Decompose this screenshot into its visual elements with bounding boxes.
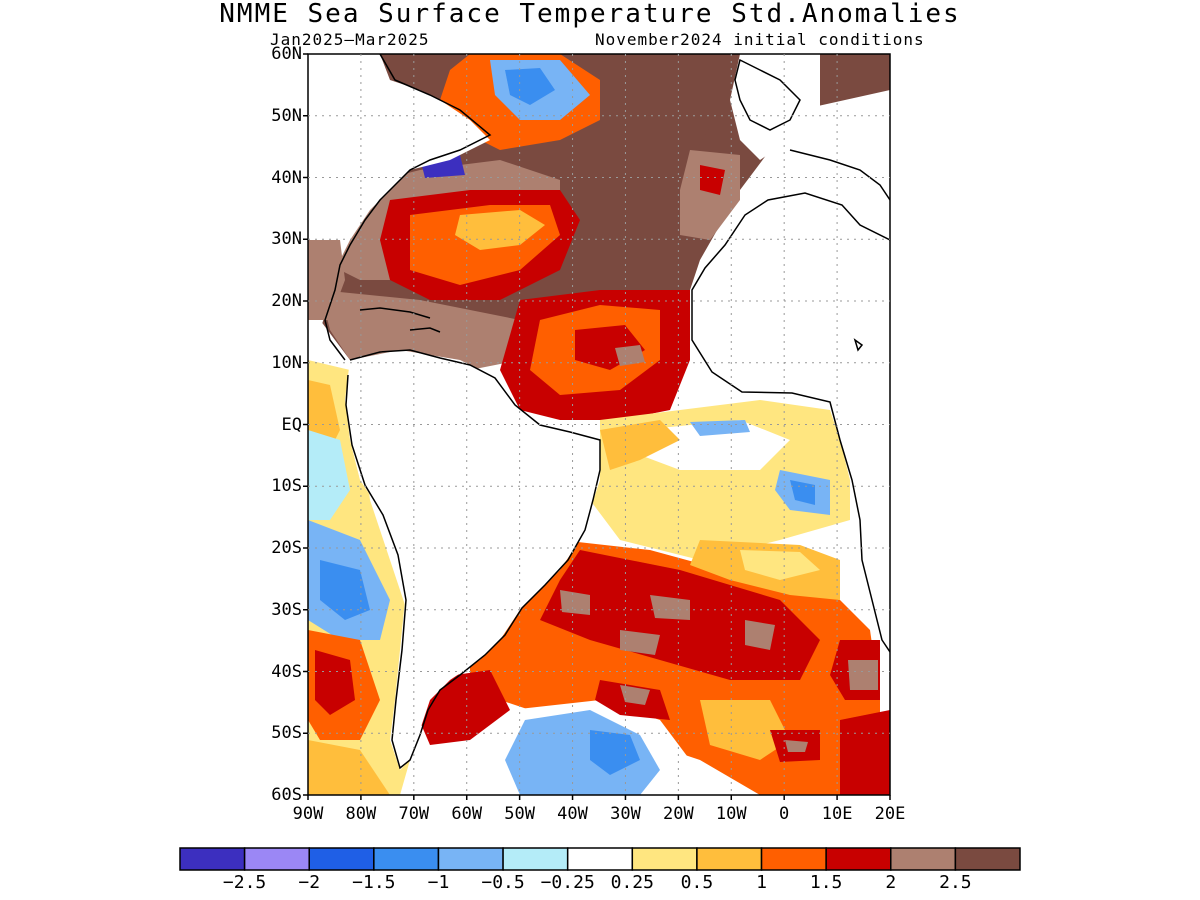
lon-label: 40W	[557, 804, 588, 824]
colorbar-label: 2	[885, 872, 897, 893]
colorbar-swatch	[566, 847, 634, 871]
colorbar-swatch	[696, 847, 763, 871]
colorbar-swatch	[437, 847, 504, 871]
anomaly-field	[308, 54, 890, 795]
map-frame	[303, 53, 891, 800]
lon-label: 20E	[874, 804, 906, 824]
caribbean-brown	[320, 290, 520, 370]
colorbar-label: 0.5	[680, 872, 714, 893]
colorbar-swatch	[308, 847, 375, 871]
colorbar-label: −1	[427, 872, 450, 893]
lat-label: 50N	[271, 105, 302, 126]
lon-label: 10E	[821, 804, 853, 824]
colorbar-swatch	[954, 847, 1021, 871]
map-title: NMME Sea Surface Temperature Std.Anomali…	[219, 0, 961, 29]
europe-africa-land	[690, 54, 890, 650]
lon-label: 10W	[715, 804, 747, 824]
colorbar-label: 2.5	[939, 872, 972, 893]
lat-label: 30N	[271, 229, 302, 250]
lon-label: 30W	[610, 804, 641, 824]
colorbar-label: −1.5	[352, 872, 396, 893]
lon-label: 70W	[398, 804, 430, 824]
lat-label: 20N	[271, 291, 302, 311]
colorbar-swatch	[243, 847, 310, 871]
lat-label: 30S	[271, 599, 302, 620]
lon-label: 90W	[292, 804, 324, 824]
south-america-land	[345, 350, 600, 770]
colorbar-swatch	[631, 847, 698, 871]
lat-label: 20S	[271, 538, 302, 558]
colorbar-swatch	[502, 847, 569, 871]
forecast-period: Jan2025–Mar2025	[270, 30, 430, 49]
colorbar-label: −2.5	[222, 872, 267, 893]
colorbar-swatch	[825, 847, 892, 871]
lat-label: 60S	[271, 785, 302, 805]
colorbar-label: −0.5	[481, 872, 525, 893]
colorbar-label: −0.25	[540, 872, 595, 893]
lon-label: 20W	[663, 804, 694, 824]
colorbar-label: 1.5	[809, 872, 843, 893]
lon-label: 0	[779, 804, 790, 824]
lon-label: 50W	[504, 804, 535, 824]
lat-label: 40N	[271, 167, 302, 188]
lat-label: 10S	[271, 476, 302, 497]
lat-label: 40S	[271, 661, 302, 682]
colorbar-swatch	[890, 847, 957, 871]
initial-conditions: November2024 initial conditions	[595, 30, 925, 49]
lon-label: 80W	[345, 804, 377, 824]
colorbar-swatch	[179, 847, 246, 871]
lat-label: EQ	[281, 414, 302, 435]
colorbar-label: −2	[298, 872, 321, 893]
north-america-land	[308, 54, 490, 340]
colorbar	[179, 847, 1021, 871]
colorbar-swatch	[760, 847, 827, 871]
lon-label: 60W	[451, 804, 483, 824]
coastlines	[324, 54, 890, 770]
colorbar-label: 1	[756, 872, 767, 893]
colorbar-label: 0.25	[610, 872, 654, 893]
lat-label: 10N	[271, 352, 302, 373]
colorbar-swatch	[373, 847, 440, 871]
lat-label: 60N	[271, 44, 302, 64]
lat-label: 50S	[271, 723, 302, 744]
